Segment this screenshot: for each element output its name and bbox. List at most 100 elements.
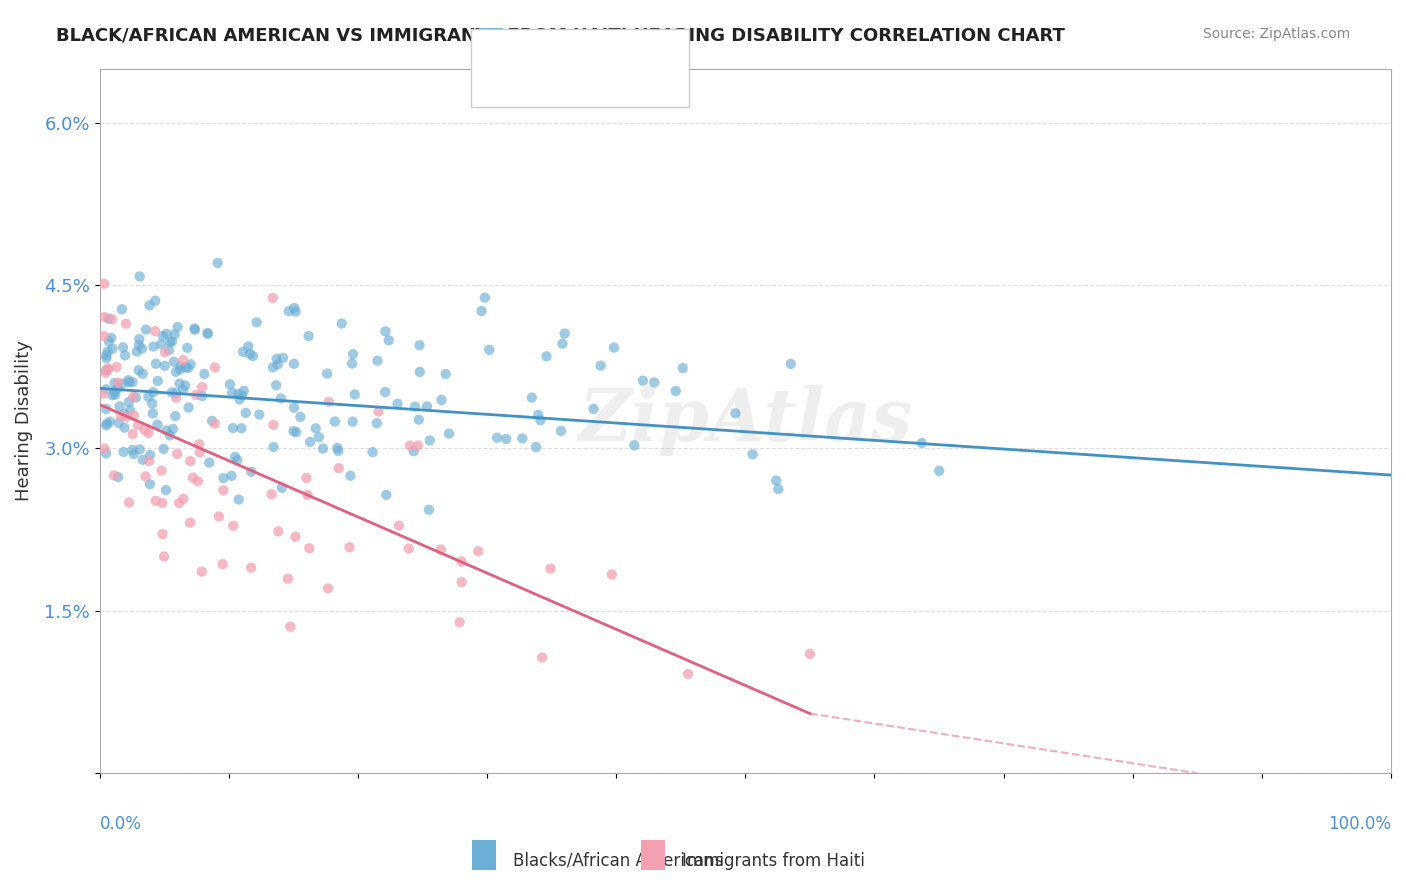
Point: [536, 349, 558, 363]
Point: [107, 376, 129, 390]
Point: [93, 310, 115, 325]
Point: [339, 541, 361, 555]
Point: [132, 453, 155, 467]
Point: [799, 647, 821, 661]
Point: [118, 403, 141, 417]
Point: [104, 384, 127, 399]
Point: [128, 269, 150, 284]
Point: [928, 464, 950, 478]
Text: Source: ZipAtlas.com: Source: ZipAtlas.com: [1202, 27, 1350, 41]
Point: [266, 351, 288, 366]
Point: [297, 488, 319, 502]
Point: [127, 418, 149, 433]
Point: [623, 438, 645, 452]
Point: [145, 494, 167, 508]
Point: [184, 388, 207, 402]
Point: [222, 518, 245, 533]
Point: [97, 362, 120, 376]
Point: [520, 391, 543, 405]
Point: [145, 357, 167, 371]
Point: [188, 445, 211, 459]
Point: [665, 384, 688, 398]
Point: [222, 421, 245, 435]
Point: [135, 322, 157, 336]
Point: [290, 409, 312, 424]
Point: [125, 344, 148, 359]
Point: [231, 388, 253, 402]
Point: [340, 357, 363, 371]
Y-axis label: Hearing Disability: Hearing Disability: [15, 341, 32, 501]
Point: [128, 363, 150, 377]
Point: [342, 415, 364, 429]
Point: [437, 426, 460, 441]
Point: [198, 456, 221, 470]
Point: [270, 481, 292, 495]
Point: [143, 324, 166, 338]
Point: [208, 509, 231, 524]
Point: [96, 402, 118, 417]
Point: [128, 442, 150, 457]
Point: [231, 421, 253, 435]
Point: [157, 343, 180, 358]
Point: [159, 428, 181, 442]
Point: [138, 454, 160, 468]
Point: [367, 404, 389, 418]
Point: [188, 437, 211, 451]
Point: [486, 431, 509, 445]
Point: [211, 557, 233, 571]
Point: [531, 650, 554, 665]
Point: [112, 420, 135, 434]
Point: [166, 320, 188, 334]
Point: [366, 353, 388, 368]
Point: [283, 401, 305, 415]
Text: R =: R =: [520, 43, 560, 61]
Point: [165, 386, 187, 401]
Point: [724, 406, 747, 420]
Point: [172, 383, 194, 397]
Point: [204, 360, 226, 375]
Point: [408, 338, 430, 352]
Point: [409, 365, 432, 379]
Point: [97, 361, 120, 376]
Point: [108, 400, 131, 414]
Point: [416, 400, 439, 414]
Point: [232, 344, 254, 359]
Point: [328, 461, 350, 475]
Point: [339, 468, 361, 483]
Point: [270, 392, 292, 406]
Point: [131, 342, 153, 356]
Point: [512, 431, 534, 445]
Point: [201, 414, 224, 428]
Point: [163, 327, 186, 342]
Point: [387, 397, 409, 411]
Point: [93, 277, 115, 291]
Point: [181, 471, 204, 485]
Point: [226, 387, 249, 401]
Point: [204, 417, 226, 431]
Point: [110, 409, 132, 424]
Point: [284, 304, 307, 318]
Point: [176, 341, 198, 355]
Point: [603, 341, 626, 355]
Point: [283, 301, 305, 315]
Point: [589, 359, 612, 373]
Point: [284, 530, 307, 544]
Point: [342, 347, 364, 361]
Point: [305, 421, 328, 435]
Point: [146, 417, 169, 432]
Point: [264, 378, 287, 392]
Point: [361, 445, 384, 459]
Point: [406, 439, 429, 453]
Point: [165, 409, 187, 423]
Point: [183, 321, 205, 335]
Point: [128, 332, 150, 346]
Text: N =: N =: [612, 77, 664, 95]
Point: [212, 471, 235, 485]
Point: [582, 401, 605, 416]
Point: [551, 336, 574, 351]
Point: [112, 340, 135, 354]
Point: [152, 527, 174, 541]
Point: [93, 386, 115, 401]
Point: [143, 293, 166, 308]
Point: [312, 442, 335, 456]
